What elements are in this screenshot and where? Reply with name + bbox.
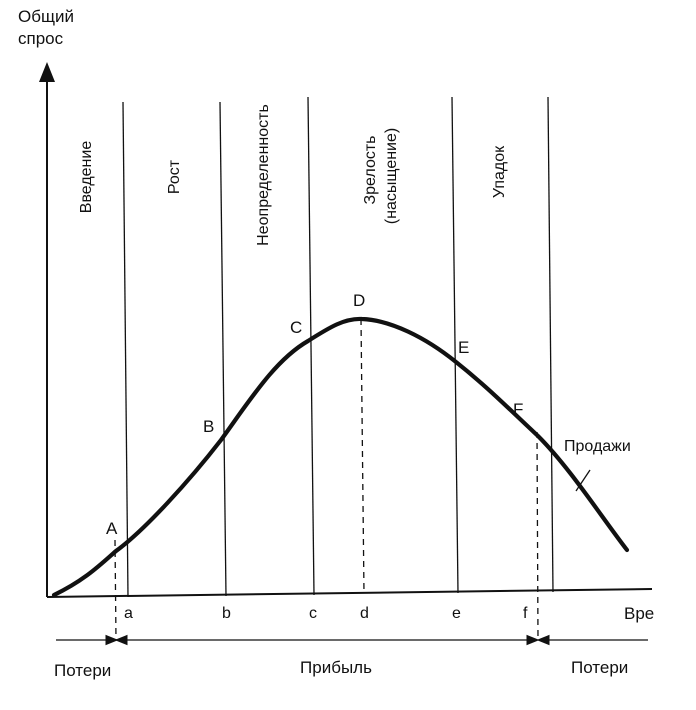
axis-tick-c: c (309, 605, 317, 622)
stage-label-maturity: Зрелость (362, 135, 379, 204)
curve-point-F: F (513, 400, 523, 419)
curve-point-E: E (458, 338, 469, 357)
y-axis-label: Общий спрос (18, 6, 74, 50)
axis-tick-f: f (523, 605, 528, 622)
boundary-line-f (547, 96, 554, 593)
boundary-line-e (451, 96, 459, 594)
stage-label-introduction: Введение (78, 141, 95, 214)
stage-label-uncertainty: Неопределенность (255, 104, 272, 246)
curve-point-A: A (106, 519, 118, 538)
sales-curve (51, 316, 630, 598)
profit-zone-label: Прибыль (300, 658, 372, 677)
y-axis-label-line-1: Общий (18, 7, 74, 26)
x-axis-label: Вре (624, 604, 654, 623)
dashed-line-d (360, 318, 365, 595)
axis-tick-b: b (222, 605, 231, 622)
curve-point-B: B (203, 417, 214, 436)
sales-label-pointer (575, 469, 591, 492)
boundary-line-a (122, 101, 129, 598)
boundary-line-b (219, 101, 227, 597)
axis-tick-e: e (452, 605, 461, 622)
stage-label-maturity-sub: (насыщение) (383, 128, 400, 224)
stage-label-growth: Рост (166, 159, 183, 194)
axis-tick-d: d (360, 605, 369, 622)
loss-zone-right-label: Потери (571, 658, 628, 677)
y-axis-label-line-2: спрос (18, 29, 64, 48)
axis-tick-a: a (124, 605, 133, 622)
boundary-line-c (307, 96, 315, 596)
sales-label: Продажи (564, 438, 631, 455)
loss-zone-left-label: Потери (54, 661, 111, 680)
stage-label-decline: Упадок (491, 145, 508, 198)
curve-point-D: D (353, 291, 365, 310)
curve-point-C: C (290, 318, 302, 337)
dashed-line-f (536, 431, 539, 641)
dashed-line-a (114, 539, 117, 641)
x-axis (46, 588, 653, 598)
